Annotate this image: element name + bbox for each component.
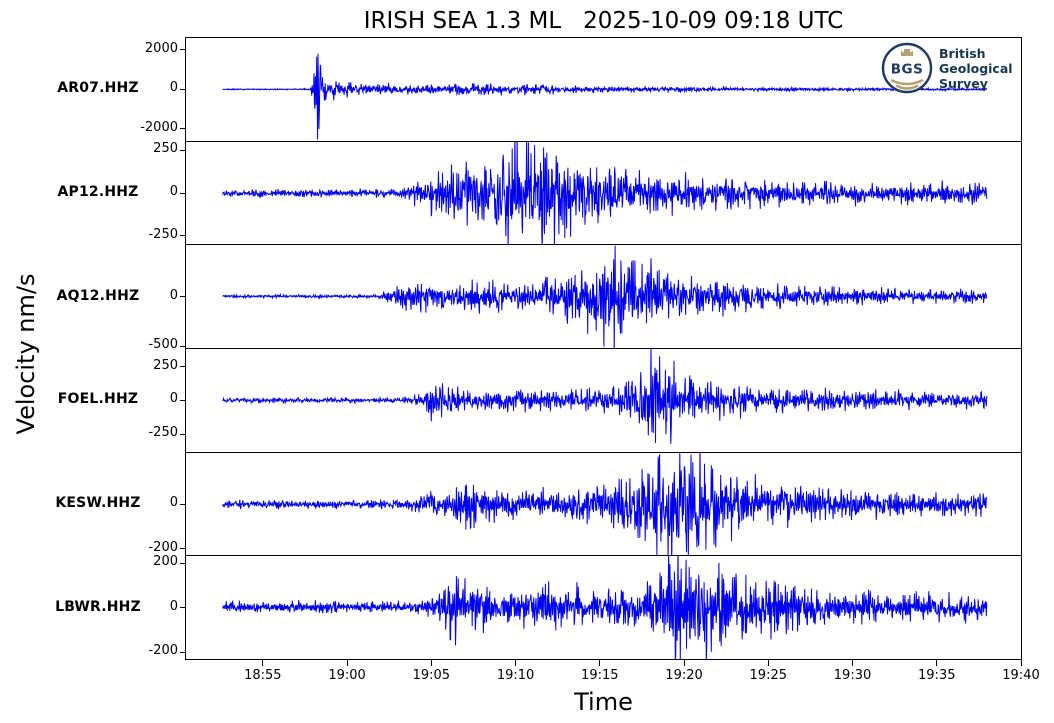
- station-label: AP12.HHZ: [57, 184, 139, 200]
- y-tick-label: 0: [169, 495, 178, 510]
- y-tick-label: 250: [153, 141, 178, 157]
- y-tick-label: -200: [148, 539, 178, 555]
- y-tick-label: 0: [169, 80, 178, 96]
- y-tick-mark: [180, 192, 185, 194]
- x-tick-mark: [683, 660, 685, 666]
- waveform-panel: [186, 141, 1021, 246]
- x-tick-mark: [599, 660, 601, 666]
- x-tick-mark: [515, 660, 517, 666]
- station-label: AQ12.HHZ: [56, 287, 140, 304]
- x-tick-mark: [767, 660, 769, 666]
- bgs-badge-text: BGS: [891, 62, 924, 78]
- plot-area: [185, 37, 1022, 660]
- y-axis-label: Velocity nm/s: [12, 273, 40, 435]
- y-tick-mark: [180, 548, 185, 550]
- y-tick-mark: [180, 88, 185, 90]
- station-label: KESW.HHZ: [55, 495, 141, 511]
- x-tick-label: 19:00: [328, 668, 366, 683]
- waveform-panel: [186, 245, 1021, 350]
- chart-title: IRISH SEA 1.3 ML 2025-10-09 09:18 UTC: [363, 8, 844, 34]
- y-tick-label: 0: [169, 287, 178, 303]
- y-tick-mark: [180, 49, 185, 51]
- x-tick-mark: [936, 660, 938, 666]
- x-tick-label: 19:20: [665, 668, 703, 683]
- bgs-crown-icon: [901, 49, 913, 56]
- y-tick-label: 200: [153, 554, 178, 570]
- y-tick-label: -500: [148, 337, 178, 353]
- x-tick-label: 19:10: [496, 668, 535, 683]
- y-tick-mark: [180, 562, 185, 564]
- y-tick-mark: [180, 345, 185, 347]
- y-tick-mark: [180, 149, 185, 151]
- y-tick-label: 0: [169, 391, 178, 407]
- x-tick-mark: [1020, 660, 1022, 666]
- bgs-org-line2: Geological: [939, 61, 1013, 76]
- waveform-panel: [186, 452, 1021, 557]
- waveform-trace: [222, 556, 988, 660]
- y-tick-mark: [180, 433, 185, 435]
- y-tick-label: 250: [153, 357, 178, 373]
- x-axis-label: Time: [574, 688, 633, 716]
- y-tick-mark: [180, 399, 185, 401]
- x-tick-label: 18:55: [244, 668, 282, 683]
- waveform-trace: [222, 349, 988, 444]
- waveform-panel: [186, 349, 1021, 453]
- bgs-org-line1: British: [939, 46, 986, 61]
- x-tick-label: 19:30: [833, 668, 872, 683]
- y-tick-label: -250: [148, 425, 178, 441]
- waveform-trace: [222, 53, 988, 140]
- x-tick-mark: [430, 660, 432, 666]
- x-tick-label: 19:15: [581, 668, 619, 683]
- y-tick-mark: [180, 503, 185, 505]
- x-tick-label: 19:05: [412, 668, 451, 683]
- waveform-panel: [186, 38, 1021, 142]
- bgs-org-line3: Survey: [939, 76, 988, 91]
- station-label: AR07.HHZ: [57, 80, 139, 97]
- y-tick-mark: [180, 128, 185, 130]
- x-tick-mark: [852, 660, 854, 666]
- x-tick-mark: [346, 660, 348, 666]
- waveform-trace: [222, 141, 988, 245]
- y-tick-label: 0: [169, 184, 178, 199]
- y-tick-mark: [180, 651, 185, 653]
- waveform-panel: [186, 556, 1021, 660]
- x-tick-label: 19:35: [918, 668, 956, 683]
- bgs-logo: BGS British Geological Survey: [877, 39, 1017, 99]
- bgs-waves-icon: [890, 78, 924, 90]
- y-tick-label: -250: [148, 226, 178, 242]
- station-label: FOEL.HHZ: [57, 391, 139, 408]
- x-tick-label: 19:40: [1002, 668, 1040, 683]
- y-tick-label: 2000: [144, 40, 178, 56]
- y-tick-mark: [180, 235, 185, 237]
- y-tick-label: -2000: [140, 119, 178, 135]
- y-tick-mark: [180, 366, 185, 368]
- y-tick-mark: [180, 607, 185, 609]
- y-tick-mark: [180, 296, 185, 298]
- y-tick-label: -200: [148, 643, 178, 659]
- station-label: LBWR.HHZ: [55, 598, 141, 615]
- x-tick-label: 19:25: [749, 668, 787, 683]
- waveform-trace: [222, 245, 988, 349]
- bgs-logo-ring: [881, 42, 933, 94]
- x-tick-mark: [262, 660, 264, 666]
- y-tick-label: 0: [169, 598, 178, 614]
- waveform-trace: [222, 452, 988, 556]
